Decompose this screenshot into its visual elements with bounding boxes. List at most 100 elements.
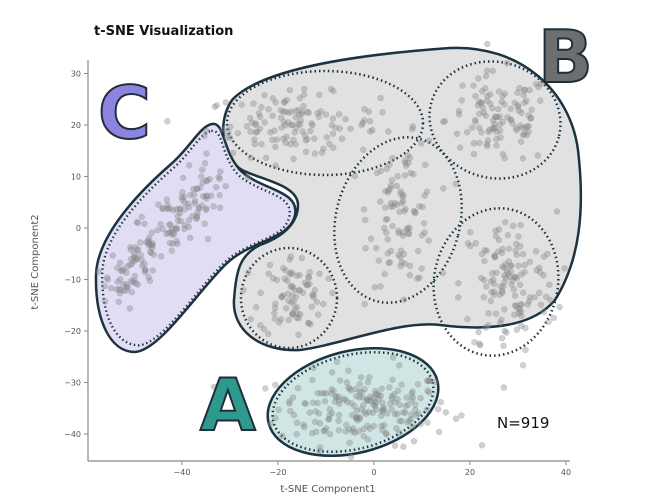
data-point-b	[367, 235, 375, 243]
data-point-c	[193, 185, 201, 193]
data-point-a	[404, 418, 411, 426]
data-point-b	[257, 289, 264, 297]
data-point-b	[272, 99, 279, 106]
data-point-b	[282, 139, 289, 147]
data-point-c	[138, 213, 146, 221]
data-point-a	[345, 425, 353, 433]
data-point-b	[404, 224, 411, 232]
data-point-b	[495, 88, 503, 95]
data-point-b	[409, 126, 416, 133]
data-point-b	[316, 270, 323, 278]
data-point-a	[316, 420, 324, 427]
data-point-c	[119, 267, 126, 275]
data-point-b	[360, 146, 367, 154]
data-point-b	[278, 294, 286, 301]
data-point-a	[394, 410, 401, 418]
data-point-b	[311, 135, 318, 142]
data-point-a	[335, 426, 343, 434]
data-point-b	[496, 291, 504, 299]
data-point-a	[407, 415, 415, 423]
data-point-b	[483, 92, 491, 100]
data-point-c	[202, 193, 210, 200]
data-point-b	[527, 115, 534, 122]
data-point-c	[115, 298, 122, 305]
data-point-b	[313, 298, 321, 306]
data-point-a	[325, 415, 333, 423]
data-point-b	[547, 296, 554, 304]
data-point-b	[470, 150, 478, 158]
data-point-c	[142, 266, 149, 274]
data-point-b	[311, 286, 319, 294]
data-point-b	[496, 127, 504, 134]
data-point-b	[296, 287, 303, 294]
data-point-c	[179, 174, 187, 182]
data-point-b	[493, 135, 500, 143]
data-point-b	[410, 207, 418, 215]
data-point-b	[535, 83, 542, 91]
data-point-b	[491, 288, 498, 295]
data-point-b	[359, 119, 366, 127]
data-point-b	[393, 182, 401, 190]
data-point-c	[185, 217, 193, 224]
data-point-a	[357, 374, 365, 381]
data-point-c	[126, 305, 134, 312]
data-point-c	[116, 259, 124, 267]
data-point-a	[360, 425, 367, 433]
data-point-c	[164, 201, 171, 208]
data-point-b	[251, 136, 258, 143]
data-point-a	[306, 409, 314, 416]
data-point-c	[169, 240, 176, 248]
data-point-b	[517, 138, 525, 146]
data-point-b	[332, 124, 339, 131]
data-point-b	[269, 112, 276, 120]
data-point-b	[507, 116, 514, 123]
data-point-b	[381, 270, 388, 278]
data-point-b	[498, 334, 506, 342]
data-point-b	[546, 281, 553, 289]
data-point-b	[383, 215, 391, 223]
data-point-b	[521, 261, 528, 269]
data-point-a	[382, 429, 390, 437]
data-point-b	[499, 245, 506, 253]
data-point-a	[349, 425, 357, 432]
data-point-c	[190, 191, 198, 198]
data-point-c	[149, 244, 156, 251]
data-point-a	[409, 388, 416, 395]
data-point-c	[101, 282, 108, 290]
data-point-a	[272, 414, 279, 422]
data-point-b	[292, 140, 299, 148]
data-point-b	[297, 117, 305, 124]
data-point-a	[351, 429, 359, 436]
data-point-b	[262, 154, 270, 162]
data-point-b	[298, 111, 306, 118]
data-point-a	[308, 430, 316, 437]
data-point-b	[416, 274, 423, 281]
data-point-c	[201, 160, 209, 167]
data-point-c	[128, 260, 136, 268]
data-point-a	[403, 394, 411, 401]
data-point-b	[423, 188, 431, 195]
data-point-b	[515, 262, 522, 269]
data-point-b	[387, 199, 395, 207]
data-point-b	[492, 310, 500, 318]
data-point-b	[476, 340, 483, 347]
data-point-a	[355, 428, 363, 435]
data-point-b	[283, 277, 291, 285]
data-point-a	[301, 400, 308, 407]
data-point-b	[295, 106, 302, 114]
data-point-b	[509, 277, 516, 284]
data-point-b	[256, 113, 264, 121]
data-point-b	[252, 304, 260, 311]
data-point-b	[476, 139, 483, 147]
y-tick-label: −30	[64, 379, 81, 388]
data-point-c	[149, 240, 157, 247]
data-point-b	[401, 207, 408, 215]
data-point-c	[141, 268, 149, 276]
data-point-b	[486, 91, 494, 98]
data-point-a	[383, 431, 390, 438]
data-point-a	[391, 410, 399, 418]
data-point-b	[365, 108, 373, 116]
data-point-b	[296, 310, 304, 318]
data-point-b	[513, 275, 521, 282]
data-point-b	[553, 208, 561, 215]
